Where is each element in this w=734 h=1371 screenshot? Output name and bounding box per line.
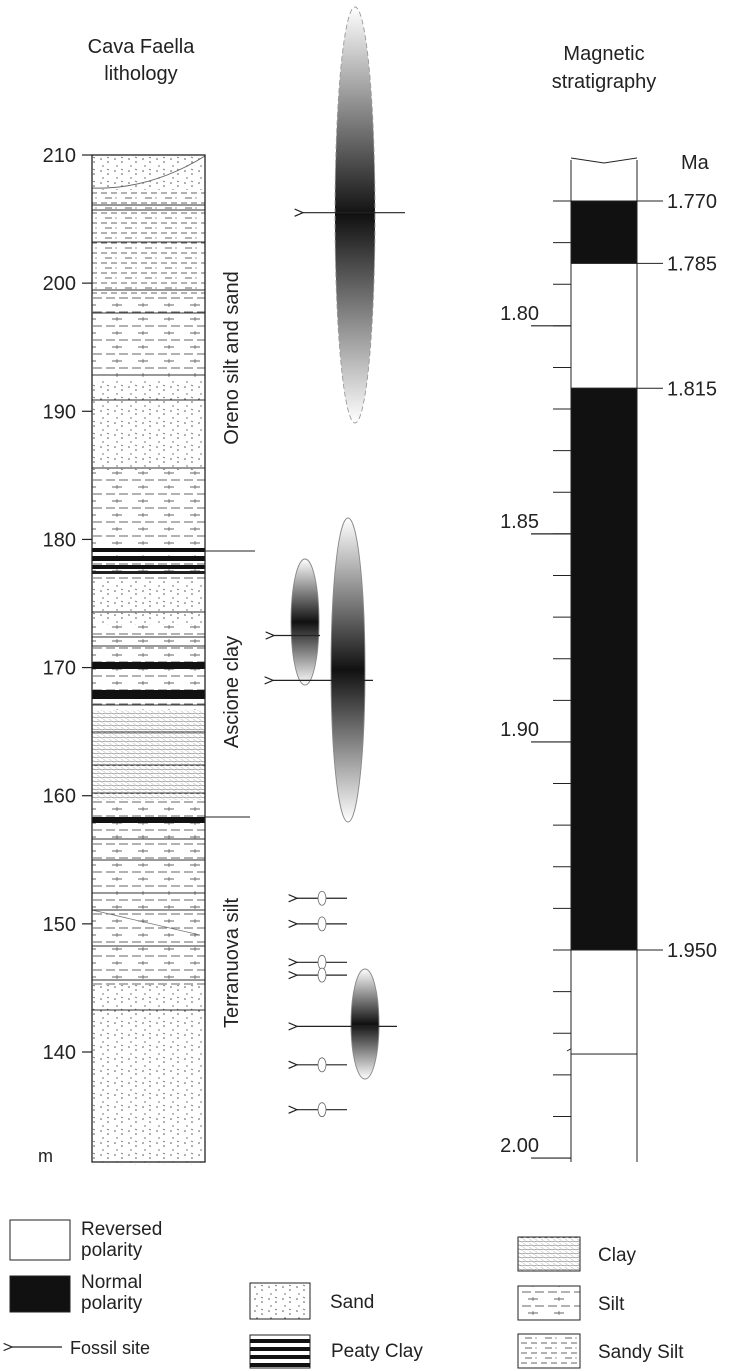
fossil-site-marker [317, 967, 327, 983]
depth-tick-label: 160 [43, 786, 76, 808]
age-major-tick-label: 1.85 [500, 511, 539, 533]
age-major-tick-label: 1.80 [500, 303, 539, 325]
fossil-site-marker [317, 954, 327, 970]
depth-tick-label: 150 [43, 914, 76, 936]
fossil-site-marker [317, 1102, 327, 1118]
fossil-site-marker [317, 916, 327, 932]
magstrat-title-line2: stratigraphy [552, 71, 657, 93]
age-major-tick-label: 2.00 [500, 1135, 539, 1157]
depth-tick-label: 180 [43, 529, 76, 551]
legend-sand-swatch [249, 1282, 311, 1320]
legend: Reversed polarity Normal polarity Fossil… [9, 1219, 684, 1369]
depth-tick-label: 190 [43, 401, 76, 423]
legend-sandy-silt-label: Sandy Silt [598, 1342, 684, 1363]
boundary-age-label: 1.950 [667, 940, 717, 962]
fossil-site-marker [317, 1057, 327, 1073]
depth-tick-label: 140 [43, 1042, 76, 1064]
polarity-column [566, 157, 638, 1162]
fossil-sites [273, 213, 405, 1118]
fossil-site-marker [317, 890, 327, 906]
legend-silt-swatch [517, 1285, 581, 1321]
legend-reversed-line1: Reversed [81, 1219, 162, 1240]
boundary-age-label: 1.815 [667, 378, 717, 400]
lithology-title-line1: Cava Faella [88, 36, 196, 58]
depth-tick-label: 170 [43, 658, 76, 680]
legend-reversed-swatch [9, 1219, 71, 1261]
legend-clay-swatch [517, 1236, 581, 1272]
polarity-boundary-labels: 1.770 1.785 1.815 1.950 [637, 191, 717, 962]
lithology-title-line2: lithology [104, 63, 177, 85]
legend-peaty-clay-swatch [249, 1334, 311, 1369]
legend-sand-label: Sand [330, 1292, 374, 1313]
depth-tick-label: 200 [43, 273, 76, 295]
boundary-age-label: 1.785 [667, 253, 717, 275]
legend-fossil-label: Fossil site [70, 1338, 150, 1358]
fossil-ellipses [290, 6, 380, 1080]
age-unit-label: Ma [681, 152, 710, 174]
legend-clay-label: Clay [598, 1245, 637, 1266]
legend-sandy-silt-swatch [517, 1333, 581, 1369]
age-major-tick-label: 1.90 [500, 719, 539, 741]
formation-ascione: Ascione clay [221, 636, 243, 748]
formation-terranuova: Terranuova silt [221, 898, 243, 1029]
polarity-interval-normal [570, 387, 638, 951]
lithology-column [91, 154, 255, 1165]
boundary-age-label: 1.770 [667, 191, 717, 213]
legend-peaty-clay-label: Peaty Clay [331, 1341, 423, 1362]
depth-tick-label: 210 [43, 145, 76, 167]
legend-reversed-line2: polarity [81, 1240, 143, 1261]
polarity-interval-reversed [570, 949, 638, 1055]
legend-normal-swatch [9, 1275, 71, 1313]
polarity-interval-normal [570, 200, 638, 264]
legend-normal-line2: polarity [81, 1293, 143, 1314]
depth-axis: 210 200 190 180 170 160 150 140 [43, 145, 92, 1064]
polarity-interval-reversed [570, 262, 638, 389]
magstrat-title-line1: Magnetic [563, 43, 644, 65]
legend-silt-label: Silt [598, 1294, 625, 1315]
legend-normal-line1: Normal [81, 1272, 142, 1293]
age-axis: 1.80 1.85 1.90 2.00 [500, 200, 572, 1159]
depth-unit-label: m [38, 1146, 53, 1166]
formation-oreno: Oreno silt and sand [221, 271, 243, 444]
